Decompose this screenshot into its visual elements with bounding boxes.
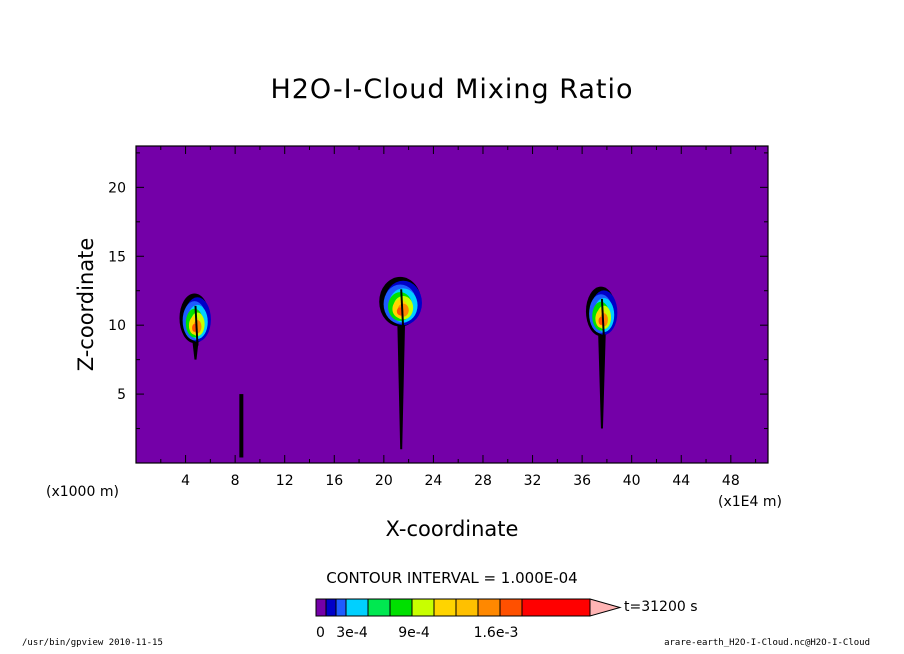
colorbar-cell xyxy=(499,598,523,617)
x-tick-label: 20 xyxy=(375,473,393,489)
colorbar-cell xyxy=(389,598,413,617)
x-tick-label: 36 xyxy=(573,473,591,489)
x-tick-label: 40 xyxy=(623,473,641,489)
cloud-core-line xyxy=(400,289,405,330)
cloud-3 xyxy=(585,286,618,429)
x-tick-label: 4 xyxy=(181,473,190,489)
y-tick-label: 5 xyxy=(117,387,126,403)
x-tick-label: 44 xyxy=(672,473,690,489)
colorbar-cell xyxy=(477,598,501,617)
x-tick-label: 8 xyxy=(231,473,240,489)
colorbar-label: 9e-4 xyxy=(398,625,430,641)
y-tick-label: 15 xyxy=(108,249,126,265)
cloud-stem xyxy=(597,326,606,429)
x-tick-label: 24 xyxy=(424,473,442,489)
x-tick-label: 48 xyxy=(722,473,740,489)
colorbar-cell xyxy=(345,598,369,617)
footer-left: /usr/bin/gpview 2010-11-15 xyxy=(22,638,163,648)
field-background xyxy=(136,146,768,463)
cloud-2 xyxy=(379,276,422,450)
colorbar-cell xyxy=(433,598,457,617)
y-tick-label: 20 xyxy=(108,180,126,196)
plot-frame xyxy=(135,145,769,464)
footer-right: arare-earth_H2O-I-Cloud.nc@H2O-I-Cloud xyxy=(664,638,870,648)
colorbar-cell xyxy=(335,598,347,617)
x-unit-right: (x1E4 m) xyxy=(718,494,782,510)
colorbar-label: 0 xyxy=(316,625,325,641)
x-tick-label: 32 xyxy=(524,473,542,489)
colorbar-cell xyxy=(367,598,391,617)
cloud-stem xyxy=(397,316,406,450)
colorbar-cell xyxy=(325,598,337,617)
x-tick-label: 16 xyxy=(325,473,343,489)
speck-feature xyxy=(239,394,244,458)
colorbar-cell xyxy=(411,598,435,617)
x-axis-label: X-coordinate xyxy=(386,517,519,541)
colorbar-arrow xyxy=(589,598,622,617)
y-tick-label: 10 xyxy=(108,318,126,334)
cloud-core-line xyxy=(600,298,605,339)
colorbar-cell xyxy=(455,598,479,617)
colorbar-label: 3e-4 xyxy=(336,625,368,641)
contour-interval: CONTOUR INTERVAL = 1.000E-04 xyxy=(326,569,577,587)
colorbar-cell xyxy=(521,598,591,617)
colorbar-cell xyxy=(315,598,327,617)
chart-title: H2O-I-Cloud Mixing Ratio xyxy=(270,74,634,105)
colorbar-label: 1.6e-3 xyxy=(474,625,519,641)
time-label: t=31200 s xyxy=(624,599,698,615)
x-tick-label: 12 xyxy=(276,473,294,489)
y-axis-label: Z-coordinate xyxy=(74,238,98,372)
cloud-core-line xyxy=(194,305,199,346)
cloud-1 xyxy=(179,293,211,360)
x-unit-left: (x1000 m) xyxy=(46,484,119,500)
x-tick-label: 28 xyxy=(474,473,492,489)
